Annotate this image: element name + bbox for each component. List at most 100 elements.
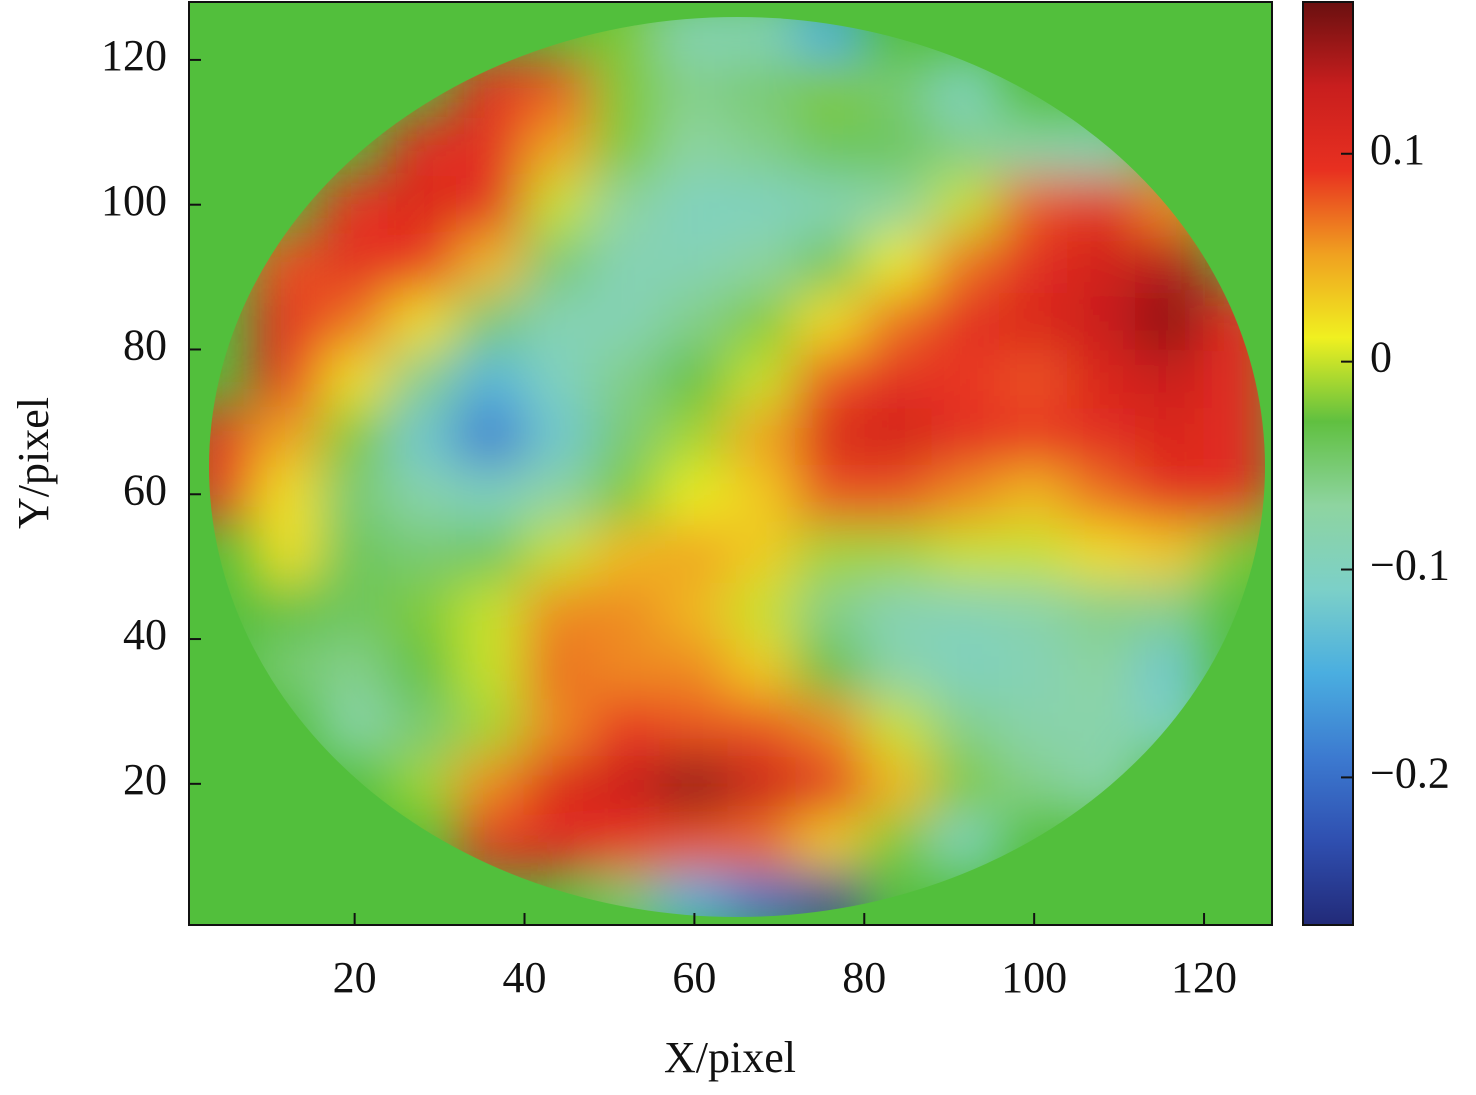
y-tick-label: 80	[123, 321, 167, 370]
colorbar-tick-label: −0.1	[1370, 541, 1450, 590]
heatmap-cell	[795, 348, 866, 409]
heatmap-cell	[1203, 464, 1265, 525]
heatmap-cell	[1067, 695, 1138, 756]
heatmap-cell	[455, 464, 526, 525]
heatmap-cell	[251, 290, 322, 351]
heatmap-cell	[931, 580, 1002, 641]
heatmap-cell	[727, 811, 798, 872]
heatmap-cell	[999, 232, 1070, 293]
heatmap-cell	[523, 695, 594, 756]
heatmap-cell	[591, 406, 662, 467]
heatmap-cell	[455, 116, 526, 177]
heatmap-cell	[319, 406, 390, 467]
heatmap-cell	[659, 232, 730, 293]
heatmap-cell	[863, 753, 934, 814]
heatmap-cell	[591, 522, 662, 583]
heatmap-cell	[863, 58, 934, 119]
x-axis-label: X/pixel	[664, 1033, 796, 1082]
heatmap-cell	[319, 290, 390, 351]
plot-frame	[188, 1, 1273, 926]
heatmap-cell	[999, 753, 1070, 814]
heatmap-cell	[795, 406, 866, 467]
heatmap-cell	[591, 695, 662, 756]
heatmap-cell	[863, 811, 934, 872]
heatmap-cell	[591, 232, 662, 293]
heatmap-cell	[523, 638, 594, 698]
heatmap-cell	[251, 464, 322, 525]
heatmap-cell	[319, 638, 390, 698]
heatmap-cell	[795, 522, 866, 583]
heatmap-cell	[455, 232, 526, 293]
heatmap-cell	[523, 811, 594, 872]
heatmap-cell	[931, 174, 1002, 235]
colorbar-tick-label: −0.2	[1370, 748, 1450, 797]
heatmap-cell	[659, 464, 730, 525]
heatmap-cell	[387, 116, 458, 177]
heatmap-cell	[863, 232, 934, 293]
heatmap-cell	[999, 695, 1070, 756]
heatmap-cell	[251, 522, 322, 583]
heatmap-cell	[863, 580, 934, 641]
heatmap-cell	[863, 406, 934, 467]
heatmap-cell	[387, 522, 458, 583]
heatmap-cell	[387, 464, 458, 525]
heatmap-cell	[659, 348, 730, 409]
heatmap-cell	[727, 232, 798, 293]
heatmap-cell	[387, 406, 458, 467]
heatmap-cell	[999, 522, 1070, 583]
heatmap-cell	[319, 348, 390, 409]
heatmap-cell	[931, 753, 1002, 814]
heatmap-cell	[999, 174, 1070, 235]
heatmap-cell	[1135, 464, 1206, 525]
heatmap-cell	[727, 290, 798, 351]
heatmap-cell	[455, 522, 526, 583]
heatmap-cell	[931, 406, 1002, 467]
heatmap-cell	[727, 695, 798, 756]
heatmap-cell	[319, 580, 390, 641]
heatmap-cell	[659, 522, 730, 583]
x-tick-label: 40	[503, 953, 547, 1002]
heatmap-cell	[931, 116, 1002, 177]
heatmap-cell	[999, 116, 1070, 177]
heatmap-cell	[999, 464, 1070, 525]
heatmap-cell	[455, 174, 526, 235]
heatmap-cell	[659, 58, 730, 119]
heatmap-cell	[1135, 522, 1206, 583]
heatmap-cell	[931, 638, 1002, 698]
heatmap-cell	[659, 290, 730, 351]
y-tick-label: 120	[101, 31, 167, 80]
heatmap-cell	[999, 580, 1070, 641]
heatmap-cell	[591, 464, 662, 525]
heatmap-cell	[795, 58, 866, 119]
colorbar-tick-label: 0.1	[1370, 125, 1425, 174]
heatmap-cell	[591, 580, 662, 641]
heatmap-cell	[795, 638, 866, 698]
heatmap-cell	[795, 116, 866, 177]
heatmap-cell	[1067, 290, 1138, 351]
heatmap-cell	[523, 580, 594, 641]
heatmap-cell	[659, 753, 730, 814]
heatmap-cell	[795, 811, 866, 872]
heatmap-cell	[319, 174, 390, 235]
heatmap-cell	[523, 232, 594, 293]
heatmap-cell	[1067, 406, 1138, 467]
heatmap-cell	[659, 638, 730, 698]
heatmap-cell	[1067, 232, 1138, 293]
heatmap-cell	[999, 290, 1070, 351]
heatmap-cell	[727, 406, 798, 467]
heatmap-cell	[591, 811, 662, 872]
heatmap-cell	[1067, 638, 1138, 698]
heatmap-cell	[455, 290, 526, 351]
y-tick-label: 40	[123, 610, 167, 659]
heatmap-cell	[387, 695, 458, 756]
heatmap-cell	[795, 174, 866, 235]
heatmap-cell	[1135, 638, 1206, 698]
y-tick-label: 60	[123, 465, 167, 514]
heatmap-cell	[591, 290, 662, 351]
heatmap-cell	[999, 406, 1070, 467]
heatmap-cell	[727, 58, 798, 119]
heatmap-cell	[727, 464, 798, 525]
heatmap-cell	[863, 290, 934, 351]
y-tick-label: 20	[123, 755, 167, 804]
